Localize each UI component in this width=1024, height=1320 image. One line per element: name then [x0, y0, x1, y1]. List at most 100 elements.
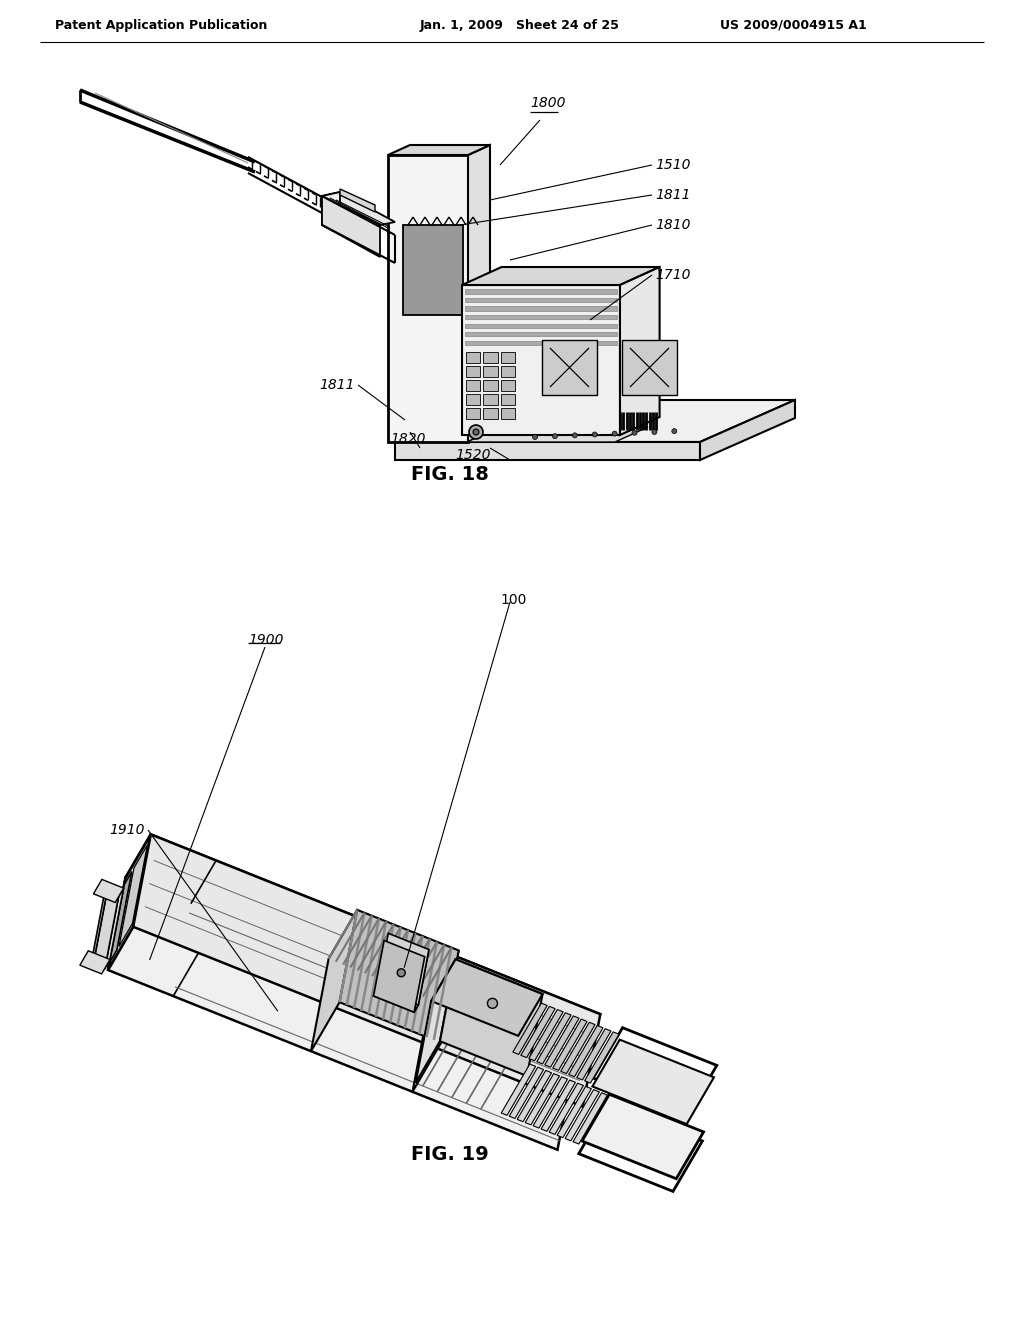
Polygon shape	[568, 1026, 603, 1077]
Polygon shape	[395, 442, 700, 459]
Text: 1800: 1800	[530, 96, 565, 110]
Polygon shape	[374, 940, 425, 1012]
Polygon shape	[108, 834, 151, 970]
Polygon shape	[80, 950, 110, 974]
Text: 1900: 1900	[248, 634, 284, 647]
Polygon shape	[90, 892, 106, 969]
Polygon shape	[534, 1077, 567, 1129]
Polygon shape	[582, 1094, 703, 1179]
Polygon shape	[465, 315, 617, 319]
Text: FIG. 19: FIG. 19	[411, 1146, 488, 1164]
Polygon shape	[110, 871, 132, 964]
Polygon shape	[622, 341, 677, 395]
Text: 1820: 1820	[390, 432, 426, 446]
Polygon shape	[466, 352, 480, 363]
Polygon shape	[528, 1010, 563, 1061]
Polygon shape	[501, 380, 515, 391]
Polygon shape	[521, 1006, 555, 1057]
Polygon shape	[466, 380, 480, 391]
Polygon shape	[483, 366, 498, 378]
Polygon shape	[388, 154, 468, 442]
Polygon shape	[561, 1022, 595, 1073]
Polygon shape	[565, 1089, 599, 1140]
Text: US 2009/0004915 A1: US 2009/0004915 A1	[720, 18, 866, 32]
Polygon shape	[104, 888, 124, 968]
Polygon shape	[340, 189, 375, 213]
Polygon shape	[501, 366, 515, 378]
Polygon shape	[509, 1068, 544, 1118]
Polygon shape	[541, 1080, 575, 1131]
Circle shape	[473, 429, 479, 436]
Polygon shape	[513, 1003, 547, 1055]
Circle shape	[672, 429, 677, 433]
Polygon shape	[466, 366, 480, 378]
Polygon shape	[322, 191, 340, 224]
Text: 1520: 1520	[455, 447, 490, 462]
Polygon shape	[414, 949, 429, 1012]
Polygon shape	[126, 834, 600, 1057]
Polygon shape	[465, 306, 617, 310]
Polygon shape	[431, 960, 543, 1036]
Polygon shape	[545, 1016, 580, 1067]
Polygon shape	[483, 352, 498, 363]
Polygon shape	[378, 933, 429, 1005]
Polygon shape	[501, 408, 515, 418]
Polygon shape	[465, 333, 617, 337]
Circle shape	[652, 429, 657, 434]
Polygon shape	[577, 1028, 611, 1080]
Text: 1811: 1811	[319, 378, 355, 392]
Text: 1810: 1810	[655, 218, 690, 232]
Polygon shape	[537, 1012, 571, 1064]
Text: 1510: 1510	[655, 158, 690, 172]
Polygon shape	[573, 1093, 607, 1144]
Polygon shape	[374, 989, 419, 1012]
Polygon shape	[549, 1084, 584, 1134]
Polygon shape	[483, 380, 498, 391]
Polygon shape	[501, 352, 515, 363]
Polygon shape	[501, 1064, 536, 1115]
Text: Patent Application Publication: Patent Application Publication	[55, 18, 267, 32]
Polygon shape	[108, 878, 575, 1150]
Text: FIG. 18: FIG. 18	[411, 466, 488, 484]
Circle shape	[632, 430, 637, 436]
Circle shape	[572, 433, 578, 438]
Polygon shape	[119, 845, 147, 946]
Polygon shape	[466, 393, 480, 405]
Polygon shape	[403, 224, 463, 315]
Polygon shape	[322, 195, 380, 257]
Text: 1811: 1811	[655, 187, 690, 202]
Polygon shape	[557, 1086, 592, 1138]
Polygon shape	[466, 408, 480, 418]
Polygon shape	[93, 892, 119, 968]
Polygon shape	[388, 145, 490, 154]
Polygon shape	[311, 909, 357, 1051]
Polygon shape	[395, 400, 795, 442]
Circle shape	[592, 432, 597, 437]
Circle shape	[612, 432, 617, 436]
Polygon shape	[462, 285, 620, 436]
Polygon shape	[517, 1071, 552, 1122]
Polygon shape	[501, 393, 515, 405]
Text: 1710: 1710	[655, 268, 690, 282]
Polygon shape	[483, 393, 498, 405]
Polygon shape	[340, 909, 459, 1043]
Text: Jan. 1, 2009   Sheet 24 of 25: Jan. 1, 2009 Sheet 24 of 25	[420, 18, 620, 32]
Polygon shape	[465, 298, 617, 302]
Polygon shape	[440, 960, 543, 1076]
Circle shape	[397, 969, 406, 977]
Circle shape	[469, 425, 483, 440]
Polygon shape	[462, 267, 659, 285]
Polygon shape	[542, 341, 597, 395]
Polygon shape	[322, 191, 395, 224]
Polygon shape	[133, 834, 600, 1106]
Polygon shape	[593, 1040, 714, 1125]
Circle shape	[532, 434, 538, 440]
Polygon shape	[465, 289, 617, 293]
Polygon shape	[483, 408, 498, 418]
Polygon shape	[468, 145, 490, 442]
Polygon shape	[467, 426, 648, 442]
Polygon shape	[553, 1019, 587, 1071]
Circle shape	[487, 998, 498, 1008]
Polygon shape	[525, 1073, 559, 1125]
Text: 100: 100	[500, 593, 526, 607]
